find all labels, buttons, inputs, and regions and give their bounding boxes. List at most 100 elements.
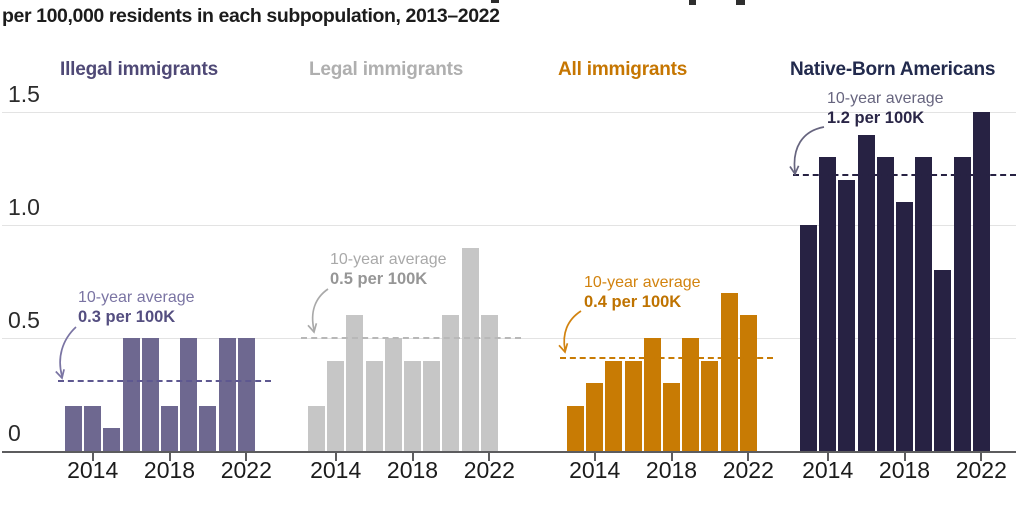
- annotation-line1: 10-year average: [330, 251, 447, 268]
- x-axis-tick: [593, 453, 596, 461]
- bar-2016: [122, 338, 140, 451]
- curved-arrow-icon: [563, 310, 582, 351]
- arrowhead-icon: [307, 323, 318, 334]
- annotation-line2: 0.3 per 100K: [78, 307, 176, 326]
- gridline-1.0: [2, 225, 1016, 226]
- bar-2015: [103, 428, 121, 451]
- x-tick-label-2014: 2014: [802, 457, 854, 483]
- annotation-line1: 10-year average: [78, 289, 195, 306]
- bar-2013: [567, 405, 584, 451]
- bar-2014: [84, 405, 102, 451]
- gridline-1.5: [2, 112, 1016, 113]
- x-axis-tick: [245, 453, 248, 461]
- chart-title: per 100,000 residents in each subpopulat…: [2, 5, 500, 27]
- cropped-title-line-fragment: [491, 0, 499, 3]
- bar-2018: [161, 405, 178, 451]
- bar-2018: [896, 202, 913, 451]
- panel-header-native-born-americans: Native-Born Americans: [790, 59, 996, 80]
- bar-2018: [404, 360, 421, 451]
- bar-2015: [605, 360, 623, 451]
- x-tick-label-2014: 2014: [310, 457, 362, 483]
- x-tick-label-2018: 2018: [143, 457, 196, 483]
- x-axis-tick: [980, 453, 983, 461]
- bar-2020: [442, 315, 460, 451]
- x-tick-label-2022: 2022: [722, 457, 774, 483]
- bar-2022: [972, 112, 990, 451]
- bar-2022: [739, 315, 757, 451]
- bar-2022: [237, 338, 255, 451]
- annotation-line2: 1.2 per 100K: [827, 108, 925, 127]
- x-axis-tick: [334, 453, 337, 461]
- average-annotation: 10-year average 1.2 per 100K: [827, 90, 944, 128]
- bar-2017: [876, 157, 894, 451]
- y-axis-label-1.0: 1.0: [8, 194, 40, 220]
- average-dashed-line: [301, 337, 521, 339]
- x-axis: [2, 451, 1016, 453]
- bar-2017: [643, 338, 661, 451]
- average-dashed-line: [58, 379, 271, 382]
- x-axis-tick: [826, 453, 829, 461]
- bar-2017: [141, 338, 159, 451]
- panel-header-illegal-immigrants: Illegal immigrants: [60, 59, 218, 80]
- curved-arrow-icon: [311, 288, 329, 331]
- bar-2020: [934, 270, 952, 451]
- bar-2019: [915, 157, 933, 451]
- x-axis-tick: [411, 453, 414, 461]
- arrowhead-icon: [789, 165, 800, 176]
- panel-header-legal-immigrants: Legal immigrants: [309, 59, 464, 80]
- cropped-title-line-fragment: [689, 0, 696, 5]
- annotation-line2: 0.4 per 100K: [584, 292, 682, 311]
- x-axis-tick: [670, 453, 673, 461]
- cropped-title-line-fragment: [736, 0, 745, 5]
- bar-2016: [857, 134, 875, 451]
- bar-2016: [365, 360, 383, 451]
- bar-2019: [180, 338, 198, 451]
- bar-2017: [384, 338, 402, 451]
- arrowhead-icon: [558, 343, 569, 354]
- bar-2018: [663, 383, 680, 451]
- bar-2021: [461, 247, 479, 451]
- bar-2015: [346, 315, 364, 451]
- x-axis-tick: [747, 453, 750, 461]
- annotation-line2: 0.5 per 100K: [330, 269, 428, 288]
- bar-2020: [701, 360, 719, 451]
- arrowhead-icon: [55, 369, 65, 380]
- x-tick-label-2022: 2022: [220, 457, 272, 483]
- average-dashed-line: [793, 174, 1016, 177]
- bar-2019: [423, 360, 441, 451]
- panel-header-all-immigrants: All immigrants: [558, 59, 688, 80]
- average-annotation: 10-year average 0.5 per 100K: [330, 251, 447, 289]
- y-axis-label-0.5: 0.5: [8, 307, 40, 333]
- x-axis-tick: [903, 453, 906, 461]
- average-dashed-line: [560, 357, 773, 360]
- bar-2020: [199, 405, 217, 451]
- x-tick-label-2022: 2022: [955, 457, 1007, 483]
- bar-2021: [953, 157, 971, 451]
- x-tick-label-2018: 2018: [878, 457, 931, 483]
- bar-2014: [586, 383, 604, 451]
- x-tick-label-2018: 2018: [386, 457, 439, 483]
- y-axis-label-0: 0: [8, 420, 21, 446]
- bar-2013: [65, 405, 82, 451]
- average-annotation: 10-year average 0.3 per 100K: [78, 289, 195, 327]
- bar-2016: [624, 360, 642, 451]
- bar-2022: [480, 315, 498, 451]
- curved-arrow-icon: [59, 326, 77, 377]
- bar-2019: [682, 338, 700, 451]
- bar-2013: [800, 225, 817, 451]
- bar-2014: [819, 157, 837, 451]
- average-annotation: 10-year average 0.4 per 100K: [584, 274, 701, 312]
- bar-2014: [327, 360, 345, 451]
- bar-2015: [838, 179, 856, 451]
- x-tick-label-2014: 2014: [67, 457, 119, 483]
- x-tick-label-2018: 2018: [645, 457, 698, 483]
- annotation-line1: 10-year average: [584, 274, 701, 291]
- bar-2021: [218, 338, 236, 451]
- x-axis-tick: [168, 453, 171, 461]
- x-tick-label-2014: 2014: [569, 457, 621, 483]
- x-axis-tick: [91, 453, 94, 461]
- annotation-line1: 10-year average: [827, 90, 944, 107]
- x-tick-label-2022: 2022: [463, 457, 515, 483]
- y-axis-label-1.5: 1.5: [8, 81, 40, 107]
